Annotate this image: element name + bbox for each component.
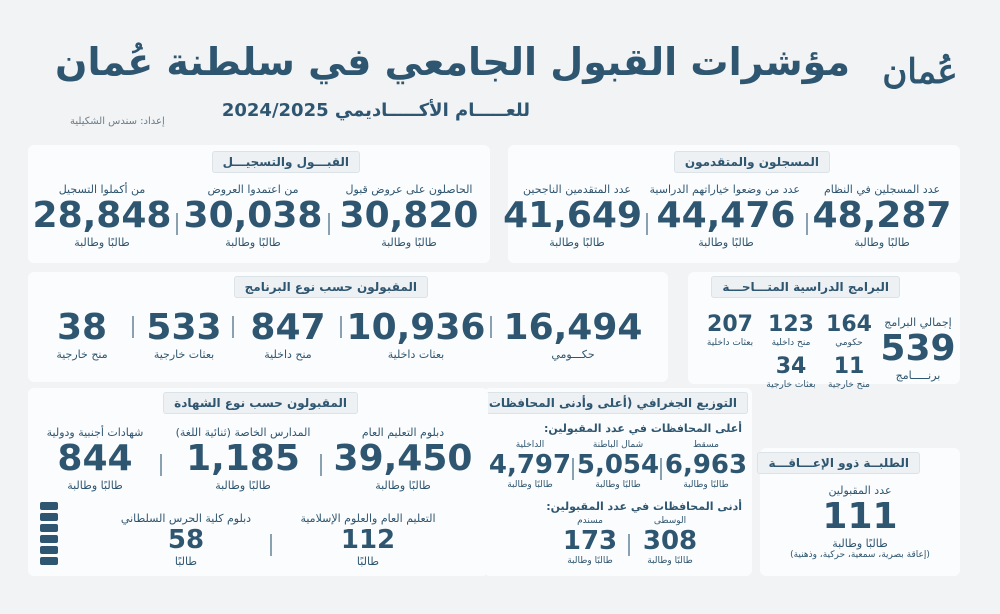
stat-gov-wusta: الوسطى 308 طالبًا وطالبة (642, 516, 698, 566)
geo-title: التوزيع الجغرافي (أعلى وأدنى المحافظات) (472, 392, 748, 414)
brand-mark (40, 535, 58, 543)
separator (320, 454, 322, 476)
separator (328, 213, 330, 235)
stat-cert-foreign: شهادات أجنبية ودولية 844 طالبًا وطالبة (46, 426, 144, 492)
separator (628, 534, 630, 556)
stat-gov-dakhiliyah: الداخلية 4,797 طالبًا وطالبة (488, 440, 572, 490)
stat-admitted-government: 16,494 حكـــومي (503, 307, 643, 362)
stat-gov-north-batinah: شمال الباطنة 5,054 طالبًا وطالبة (576, 440, 660, 490)
separator (572, 458, 574, 480)
separator (160, 454, 162, 476)
brand-mark (40, 557, 58, 565)
geo-bottom-label: أدنى المحافظات في عدد المقبولين: (546, 500, 742, 513)
geo-top-label: أعلى المحافظات في عدد المقبولين: (544, 422, 742, 435)
stat-successful: عدد المتقدمين الناجحين 41,649 طالبًا وطا… (503, 183, 642, 249)
by-certificate-card: المقبولون حسب نوع الشهادة دبلوم التعليم … (28, 388, 488, 576)
stat-accepted-offers: من اعتمدوا العروض 30,038 طالبًا وطالبة (183, 183, 323, 249)
registered-card: المسجلون والمتقدمون عدد المسجلين في النظ… (503, 145, 960, 263)
stat-cert-royal-guard: دبلوم كلية الحرس السلطاني 58 طالبًا (120, 512, 252, 568)
stat-admitted-internal-scholarships: 10,936 بعثات داخلية (346, 307, 486, 362)
brand-mark (40, 524, 58, 532)
oman-logo: عُمان (882, 52, 958, 92)
stat-registered: عدد المسجلين في النظام 48,287 طالبًا وطا… (812, 183, 952, 249)
admission-card: القبـــول والتسجيـــل الحاصلون على عروض … (28, 145, 490, 263)
stat-admitted-external-scholarships: 533 بعثات خارجية (146, 307, 222, 362)
separator (806, 213, 808, 235)
stat-gov-muscat: مسقط 6,963 طالبًا وطالبة (664, 440, 748, 490)
stat-chose-options: عدد من وضعوا خياراتهم الدراسية 44,476 طا… (649, 183, 800, 249)
separator (132, 316, 134, 338)
page-subtitle: للعـــــام الأكـــــاديمي 2024/2025 (221, 100, 530, 121)
stat-admitted-external-grants: 38 منح خارجية (56, 307, 108, 362)
stat-programs-total: إجمالي البرامج 539 برنـــــامج (880, 316, 956, 382)
by-program-card: المقبولون حسب نوع البرنامج 16,494 حكـــو… (28, 272, 668, 382)
separator (660, 458, 662, 480)
stat-programs-internal-scholarships: 207 بعثات داخلية (706, 312, 754, 348)
registered-title: المسجلون والمتقدمون (673, 151, 830, 173)
stat-offers: الحاصلون على عروض قبول 30,820 طالبًا وطا… (339, 183, 479, 249)
separator (176, 213, 178, 235)
separator (340, 316, 342, 338)
stat-gov-musandam: مسندم 173 طالبًا وطالبة (562, 516, 618, 566)
stat-admitted-internal-grants: 847 منح داخلية (250, 307, 326, 362)
stat-programs-internal-grants: 123 منح داخلية (768, 312, 814, 348)
stat-programs-external-grants: 11 منح خارجية (828, 354, 870, 390)
brand-mark (40, 513, 58, 521)
admission-title: القبـــول والتسجيـــل (211, 151, 360, 173)
separator (232, 316, 234, 338)
header: عُمان مؤشرات القبول الجامعي في سلطنة عُم… (0, 0, 1000, 140)
by-program-title: المقبولون حسب نوع البرنامج (233, 276, 428, 298)
separator (646, 213, 648, 235)
stat-cert-islamic: التعليم العام والعلوم الإسلامية 112 طالب… (300, 512, 436, 568)
by-certificate-title: المقبولون حسب نوع الشهادة (163, 392, 358, 414)
credit-text: إعداد: سندس الشكيلية (70, 116, 165, 127)
stat-cert-general: دبلوم التعليم العام 39,450 طالبًا وطالبة (333, 426, 473, 492)
separator (490, 316, 492, 338)
brand-mark (40, 546, 58, 554)
brand-mark (40, 502, 58, 510)
separator (270, 534, 272, 556)
disabled-title: الطلبــة ذوو الإعـــاقـــة (757, 452, 920, 474)
stat-cert-private-bilingual: المدارس الخاصة (ثنائية اللغة) 1,185 طالب… (175, 426, 311, 492)
brand-strip-icon (40, 502, 58, 574)
disabled-card: الطلبــة ذوو الإعـــاقـــة عدد المقبولين… (757, 448, 960, 576)
geo-card: التوزيع الجغرافي (أعلى وأدنى المحافظات) … (472, 388, 752, 576)
stat-completed-registration: من أكملوا التسجيل 28,848 طالبًا وطالبة (32, 183, 172, 249)
stat-disabled: عدد المقبولين 111 طالبًا وطالبة (إعاقة ب… (790, 484, 930, 560)
programs-title: البرامج الدراسية المتـــاحـــة (711, 276, 900, 298)
page-title: مؤشرات القبول الجامعي في سلطنة عُمان (55, 40, 850, 84)
stat-programs-government: 164 حكومي (826, 312, 872, 348)
programs-card: البرامج الدراسية المتـــاحـــة إجمالي ال… (688, 272, 960, 390)
stat-programs-external-scholarships: 34 بعثات خارجية (766, 354, 816, 390)
